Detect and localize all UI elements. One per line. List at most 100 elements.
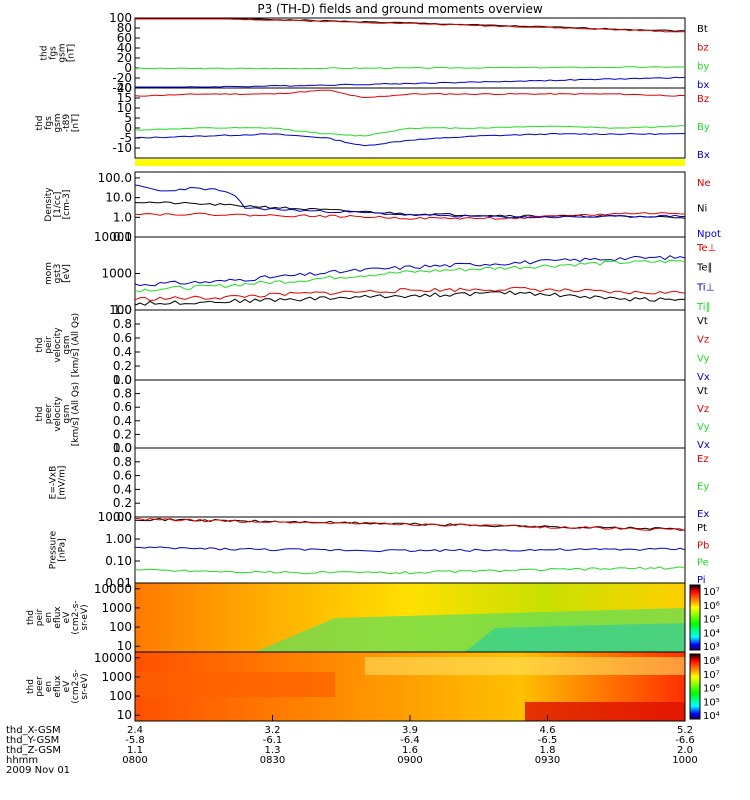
y-axis-label: (cm2-s-: [71, 669, 81, 703]
series-line-Te⊥: [134, 286, 686, 302]
y-tick-label: -10: [112, 141, 132, 155]
panel-frame: [134, 309, 686, 381]
y-tick-label: 0.8: [113, 455, 132, 469]
colorbar-label: 10⁵: [703, 615, 720, 626]
colorbar: [689, 653, 701, 720]
y-axis-label: peer: [35, 676, 45, 697]
panel-frame: [134, 379, 686, 449]
x-tick-label: 3.9: [402, 725, 418, 736]
x-tick-label: -6.6: [675, 735, 695, 746]
x-tick-label: 2.0: [677, 745, 693, 756]
y-axis-label: [cm-3]: [62, 190, 72, 220]
y-tick-label: 1000: [101, 267, 132, 281]
legend-entry: Ex: [697, 509, 709, 520]
y-tick-label: 100.0: [98, 171, 132, 185]
y-tick-label: 20: [117, 81, 132, 95]
legend-entry: Vt: [697, 316, 708, 327]
y-axis-label: E=-VxB: [49, 466, 59, 500]
x-tick-label: 5.2: [677, 725, 693, 736]
y-axis-label: [nPa]: [58, 538, 68, 561]
y-axis-label: thd: [26, 610, 36, 625]
y-tick-label: 0: [124, 61, 132, 75]
series-line-bz: [135, 18, 685, 33]
legend-entry: Ni: [697, 204, 707, 215]
legend-entry: Bt: [697, 24, 708, 35]
x-tick-label: 0900: [397, 755, 422, 766]
y-tick-label: 0.10: [105, 554, 132, 568]
series-line-Pi: [134, 546, 686, 553]
panel-10: 10⁸ 10⁷ 10⁶ 10⁵ 10⁴ 10000 1000 100 10 thd peer en ef…: [26, 651, 720, 722]
y-axis-label: thd: [35, 116, 45, 131]
y-tick-label: -20: [112, 71, 132, 85]
y-axis-label: thd: [40, 46, 50, 61]
y-axis-label: mom: [44, 262, 54, 285]
heatmap-high-flux-band: [135, 672, 335, 697]
legend-entry: Vz: [697, 335, 709, 346]
x-tick-label: -6.5: [538, 735, 558, 746]
y-tick-label: 1.0: [113, 373, 132, 387]
y-axis-label: en: [44, 612, 54, 623]
y-tick-label: 100: [109, 303, 132, 317]
x-tick-label: 0800: [122, 755, 147, 766]
colorbar-label: 10⁶: [703, 601, 720, 612]
series-line-Pe: [134, 566, 686, 575]
y-axis-label: thd: [35, 407, 45, 422]
y-tick-label: 15: [117, 91, 132, 105]
series-line-Ti⊥: [134, 255, 686, 287]
y-tick-label: 5: [124, 111, 132, 125]
legend-entry: Pe: [697, 558, 709, 569]
panel-3: 100.0 10.0 1.0 0.1 Density [1/cc] [cm-3] Ne Ni Np…: [44, 171, 721, 244]
legend-entry: Te⊥: [696, 243, 716, 254]
flag-strip: [135, 159, 685, 166]
y-tick-label: 10000: [94, 582, 132, 596]
legend-entry: bz: [697, 43, 709, 54]
y-axis-label: thd: [26, 679, 36, 694]
legend-entry: Vz: [697, 404, 709, 415]
y-axis-label: en: [44, 681, 54, 692]
legend-entry: Vx: [697, 372, 710, 383]
y-tick-label: 10: [117, 101, 132, 115]
y-tick-label: 10.0: [105, 191, 132, 205]
y-tick-label: 20: [117, 51, 132, 65]
colorbar: [689, 584, 701, 651]
colorbar-label: 10⁸: [703, 656, 720, 667]
y-axis-label: [nT]: [71, 114, 81, 132]
figure-title: P3 (TH-D) fields and ground moments over…: [257, 2, 542, 16]
y-axis-label: gsm: [58, 43, 68, 62]
y-axis-label: -t89: [62, 114, 72, 133]
y-axis-label: fgs: [49, 46, 59, 60]
y-tick-label: 0.2: [113, 359, 132, 373]
colorbar-label: 10⁴: [703, 628, 720, 639]
series-line-By: [134, 125, 686, 137]
y-tick-label: 10000: [94, 651, 132, 665]
y-axis-label: sr-eV): [80, 604, 90, 630]
y-tick-label: 0: [124, 121, 132, 135]
y-tick-label: 60: [117, 31, 132, 45]
y-tick-label: 80: [117, 21, 132, 35]
y-tick-label: 0.6: [113, 331, 132, 345]
y-axis-label: sr-eV): [80, 673, 90, 699]
legend-entry: Vy: [697, 353, 710, 364]
y-tick-label: 1.0: [113, 303, 132, 317]
y-axis-label: eflux: [53, 675, 63, 698]
heatmap-mid-flux-band: [365, 657, 685, 675]
legend-entry: Npot: [697, 229, 721, 240]
colorbar-label: 10⁵: [703, 697, 720, 708]
legend-entry: Pi: [697, 575, 706, 586]
y-axis-label: gsm: [53, 113, 63, 132]
y-axis-label: (cm2-s-: [71, 600, 81, 634]
y-tick-label: 0.8: [113, 317, 132, 331]
y-tick-label: 0.2: [113, 427, 132, 441]
y-axis-label: peir: [35, 608, 45, 626]
y-axis-label: [km/s] (All Qs): [71, 382, 81, 446]
x-tick-label: -6.1: [263, 735, 283, 746]
y-axis-label: [mV/m]: [58, 466, 68, 500]
y-tick-label: 1.00: [105, 532, 132, 546]
x-tick-label: 1.3: [265, 745, 281, 756]
x-tick-label: 0830: [260, 755, 285, 766]
series-line-Ti∥: [134, 259, 686, 293]
x-tick-label: -5.8: [125, 735, 145, 746]
legend-entry: Te∥: [696, 263, 713, 274]
x-tick-label: 0930: [535, 755, 560, 766]
